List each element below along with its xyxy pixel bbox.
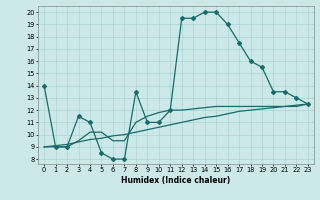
X-axis label: Humidex (Indice chaleur): Humidex (Indice chaleur)	[121, 176, 231, 185]
